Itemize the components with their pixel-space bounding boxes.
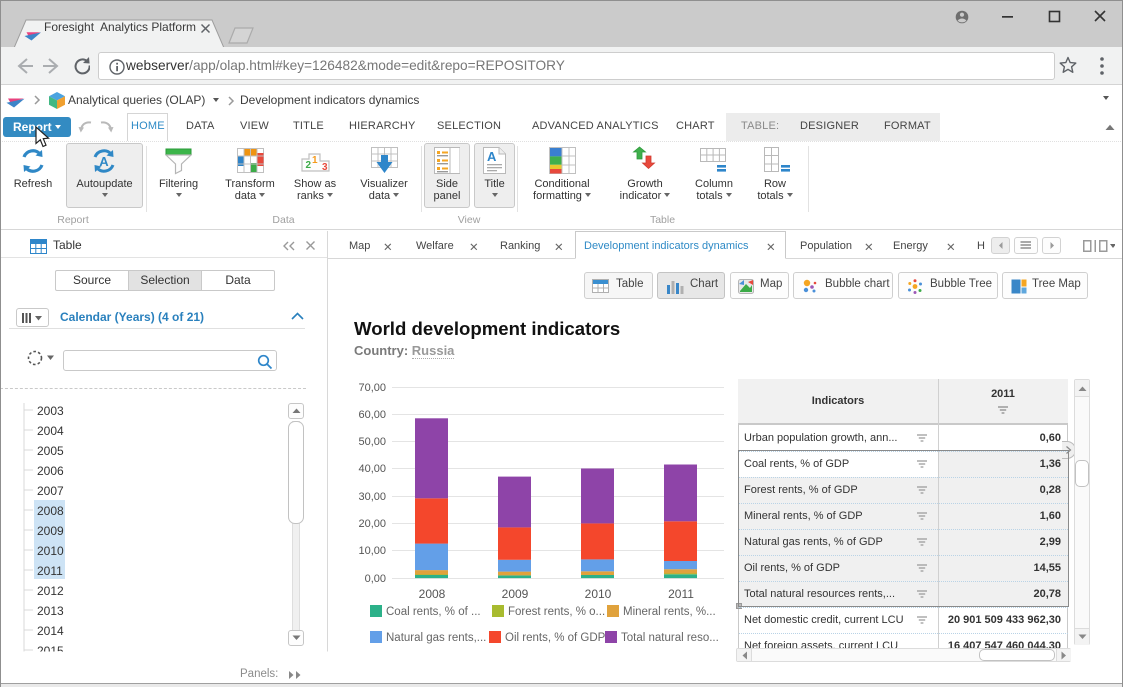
svg-text:Total natural reso...: Total natural reso... (621, 632, 719, 644)
svg-text:50,00: 50,00 (358, 436, 386, 448)
svg-text:40,00: 40,00 (358, 463, 386, 475)
svg-text:70,00: 70,00 (358, 382, 386, 394)
svg-text:2005: 2005 (37, 444, 64, 458)
svg-text:2013: 2013 (37, 604, 64, 618)
svg-text:Natural gas rents,...: Natural gas rents,... (386, 632, 486, 644)
svg-text:Mineral rents, %...: Mineral rents, %... (623, 606, 716, 618)
svg-text:2009: 2009 (502, 587, 529, 601)
svg-text:60,00: 60,00 (358, 409, 386, 421)
svg-text:Oil rents, % of GDP: Oil rents, % of GDP (505, 632, 606, 644)
svg-text:2007: 2007 (37, 484, 64, 498)
svg-text:2012: 2012 (37, 584, 64, 598)
svg-text:3: 3 (322, 162, 328, 172)
svg-text:2008: 2008 (419, 587, 446, 601)
svg-text:30,00: 30,00 (358, 491, 386, 503)
svg-text:2010: 2010 (37, 544, 64, 558)
svg-text:1: 1 (312, 155, 318, 166)
svg-text:A: A (99, 154, 109, 169)
svg-text:2003: 2003 (37, 404, 64, 418)
svg-text:0,00: 0,00 (365, 573, 386, 585)
svg-text:2008: 2008 (37, 504, 64, 518)
svg-text:2014: 2014 (37, 624, 64, 638)
svg-text:2004: 2004 (37, 424, 64, 438)
svg-text:2009: 2009 (37, 524, 64, 538)
svg-text:Coal rents, % of ...: Coal rents, % of ... (386, 606, 481, 618)
svg-text:2011: 2011 (668, 587, 694, 601)
svg-text:2006: 2006 (37, 464, 64, 478)
svg-text:Forest rents, % o...: Forest rents, % o... (508, 606, 605, 618)
svg-text:10,00: 10,00 (358, 545, 386, 557)
svg-text:2011: 2011 (37, 564, 63, 578)
svg-text:20,00: 20,00 (358, 518, 386, 530)
svg-text:2: 2 (306, 160, 312, 171)
svg-text:2010: 2010 (585, 587, 612, 601)
svg-text:A: A (487, 149, 497, 164)
